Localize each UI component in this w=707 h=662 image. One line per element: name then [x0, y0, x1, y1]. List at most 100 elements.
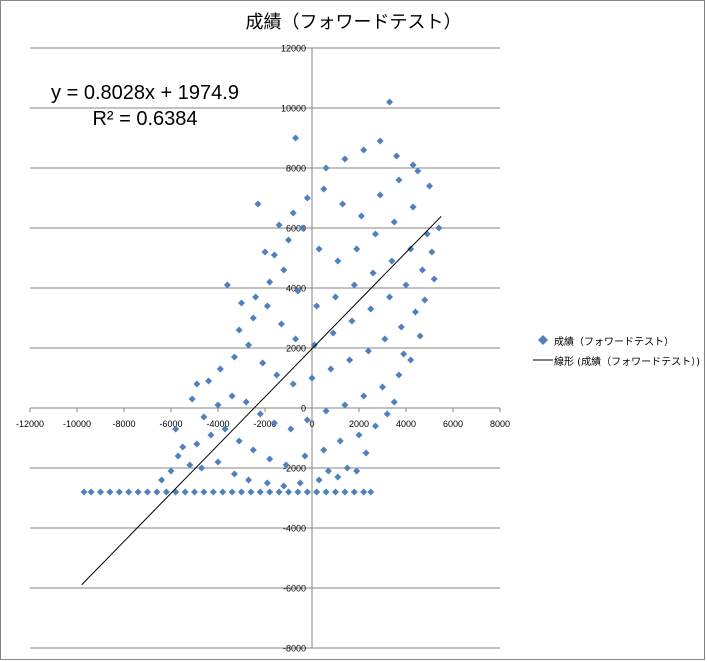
data-point: [174, 452, 182, 460]
data-point: [346, 356, 354, 364]
equation-line: y = 0.8028x + 1974.9: [51, 82, 239, 104]
data-point: [369, 269, 377, 277]
data-point: [256, 488, 264, 496]
data-point: [200, 488, 208, 496]
data-point: [273, 371, 281, 379]
data-point: [191, 488, 198, 496]
x-tick-label: 0: [309, 419, 314, 429]
x-tick-label: -8000: [112, 419, 135, 429]
data-point: [266, 488, 274, 496]
data-point: [158, 476, 166, 484]
data-point: [296, 479, 304, 487]
data-point: [179, 443, 187, 451]
data-point: [388, 257, 396, 265]
data-point: [153, 488, 161, 496]
data-point: [249, 314, 257, 322]
data-point: [134, 488, 142, 496]
data-point: [327, 365, 335, 373]
data-point: [263, 479, 271, 487]
data-point: [416, 332, 424, 340]
data-point: [353, 245, 361, 253]
data-point: [280, 482, 288, 490]
data-point: [343, 464, 351, 472]
data-point: [341, 488, 349, 496]
data-point: [106, 488, 114, 496]
data-point: [348, 317, 356, 325]
data-point: [181, 488, 189, 496]
data-point: [228, 488, 236, 496]
data-point: [80, 488, 88, 496]
data-point: [430, 275, 438, 283]
data-point: [376, 137, 384, 145]
line-marker-icon: [532, 358, 554, 362]
data-point: [383, 410, 391, 418]
data-point: [315, 476, 323, 484]
data-point: [186, 461, 194, 469]
data-point: [216, 365, 224, 373]
data-point: [97, 488, 104, 496]
axes: [29, 47, 501, 649]
data-point: [188, 395, 196, 403]
data-point: [313, 302, 321, 310]
data-point: [322, 488, 330, 496]
data-point: [390, 218, 398, 226]
data-point: [324, 467, 332, 475]
diamond-marker-icon: [532, 335, 554, 345]
y-tick-label: 12000: [281, 44, 306, 54]
y-tick-labels: -8000 -6000 -4000 -2000 0 2000 4000 6000 8000 100…: [281, 44, 306, 654]
data-point: [426, 182, 433, 190]
data-point: [350, 488, 358, 496]
data-point: [247, 488, 255, 496]
chart-title: 成績（フォワードテスト）: [245, 12, 462, 33]
y-tick-label: 10000: [281, 104, 306, 114]
x-tick-label: -2000: [253, 419, 276, 429]
data-point: [303, 194, 311, 202]
data-point: [400, 350, 408, 358]
data-point: [409, 203, 417, 211]
data-point: [223, 281, 231, 289]
data-point: [435, 224, 443, 232]
data-point: [411, 308, 419, 316]
data-point: [299, 224, 307, 232]
data-point: [341, 401, 349, 409]
y-tick-label: 0: [301, 404, 306, 414]
data-point: [407, 356, 415, 364]
data-point: [219, 488, 227, 496]
trendline-equation: y = 0.8028x + 1974.9 R² = 0.6384: [40, 80, 250, 132]
data-point: [172, 488, 180, 496]
data-point: [285, 488, 292, 496]
data-point: [238, 299, 245, 307]
data-point: [332, 488, 339, 496]
y-tick-label: -4000: [283, 524, 306, 534]
data-point: [423, 230, 431, 238]
data-point: [214, 401, 222, 409]
data-point: [393, 152, 401, 160]
data-point: [254, 200, 262, 208]
data-point: [198, 464, 206, 472]
data-point: [289, 380, 297, 388]
data-point: [350, 281, 358, 289]
data-point: [418, 266, 426, 274]
legend-entry-trendline: 線形 (成績（フォワードテスト）): [532, 350, 700, 370]
legend-label-series: 成績（フォワードテスト）: [554, 336, 674, 348]
data-point: [371, 230, 379, 238]
data-point: [397, 323, 405, 331]
data-point: [390, 398, 398, 406]
data-point: [362, 449, 370, 457]
data-point: [270, 251, 278, 259]
data-point: [360, 392, 368, 400]
data-point: [162, 488, 170, 496]
data-point: [339, 200, 347, 208]
y-tick-label: -8000: [283, 644, 306, 654]
data-point: [87, 488, 95, 496]
data-point: [292, 134, 300, 142]
data-point: [205, 377, 213, 385]
data-point: [277, 320, 285, 328]
data-point: [193, 440, 201, 448]
data-point: [308, 374, 316, 382]
trendline: [81, 215, 442, 586]
data-point: [303, 416, 311, 424]
legend-label-trendline: 線形 (成績（フォワードテスト）): [554, 356, 700, 368]
y-tick-label: -2000: [283, 464, 306, 474]
